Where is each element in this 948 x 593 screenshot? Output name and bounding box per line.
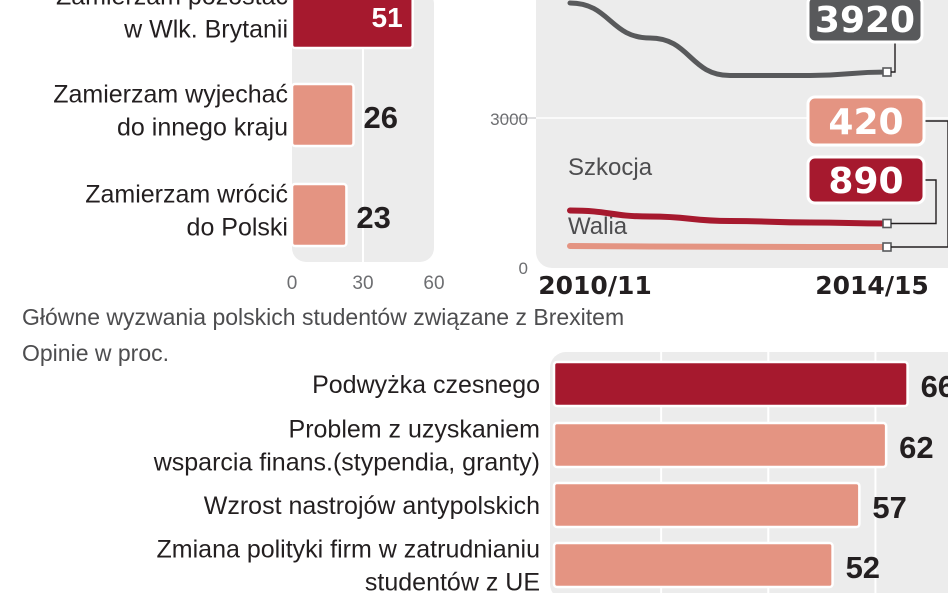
top-x-tick-label: 30 [352,273,373,294]
top-category-label: w Wlk. Brytanii [123,16,288,44]
chart-title: Główne wyzwania polskich studentów związ… [22,304,625,330]
top-bar [290,0,414,50]
line-series-label: Walia [568,213,628,240]
line-callout-connector [891,42,896,73]
line-value-badge-label: 890 [828,161,903,202]
line-callout-connector [891,179,937,225]
line-end-marker [882,67,892,77]
top-x-tick-label: 60 [423,273,444,294]
bottom-bar-value: 62 [899,430,933,465]
bottom-bar-value: 66 [921,369,948,404]
line-series [567,207,890,227]
line-value-badge [806,95,926,147]
bottom-bar [552,360,909,408]
line-end-marker [882,218,892,229]
line-value-badge [806,0,924,44]
line-value-badge [806,155,926,205]
bottom-bar-value: 52 [846,550,880,585]
bottom-bar [552,541,834,589]
bottom-category-label: wsparcia finans.(stypendia, granty) [153,449,540,477]
line-series-label: Szkocja [568,154,653,181]
top-bar-value: 51 [372,2,403,33]
line-end-marker [882,242,892,252]
top-bar-chart: 0 30 60 51 Zamierzam pozostać w Wlk. Brytanii… [53,0,445,294]
top-bar [290,82,355,148]
bottom-bar-chart: 66 Podwyżka czesnego 62 Problem z uzyskanie… [153,352,948,593]
bottom-category-label: Podwyżka czesnego [312,371,540,399]
line-value-badge-label: 3920 [815,0,915,41]
line-x-tick-label: 2010/11 [538,271,652,300]
bottom-category-label: Wzrost nastrojów antypolskich [204,492,540,520]
top-category-label: Zamierzam pozostać [56,0,288,11]
top-category-label: do Polski [187,214,288,242]
bottom-bar [552,481,861,529]
line-series [567,0,890,79]
line-y-tick-label: 3000 [490,110,528,129]
line-value-badge-label: 420 [828,102,903,143]
bottom-bar-value: 57 [872,490,906,525]
line-chart: 3000 0 2010/11 2014/15 Szkocja Walia 3920 420 89… [490,0,948,300]
bottom-panel-bg [550,352,948,593]
top-bar-value: 23 [356,200,390,235]
line-series [567,243,890,251]
line-x-tick-label: 2014/15 [815,271,929,300]
top-bar-value: 26 [364,100,398,135]
top-bar [290,182,348,248]
chart-subtitle: Opinie w proc. [22,340,170,366]
line-callout-connector [891,120,948,248]
top-category-label: Zamierzam wrócić [85,181,288,209]
bottom-category-label: Problem z uzyskaniem [289,416,540,444]
top-category-label: Zamierzam wyjechać [53,81,288,109]
line-y-tick-label: 0 [519,259,528,278]
top-category-label: do innego kraju [117,114,288,142]
bottom-category-label: studentów z UE [365,569,540,593]
bottom-category-label: Zmiana polityki firm w zatrudnianiu [157,536,540,564]
bottom-bar [552,421,888,469]
top-x-tick-label: 0 [287,273,298,294]
